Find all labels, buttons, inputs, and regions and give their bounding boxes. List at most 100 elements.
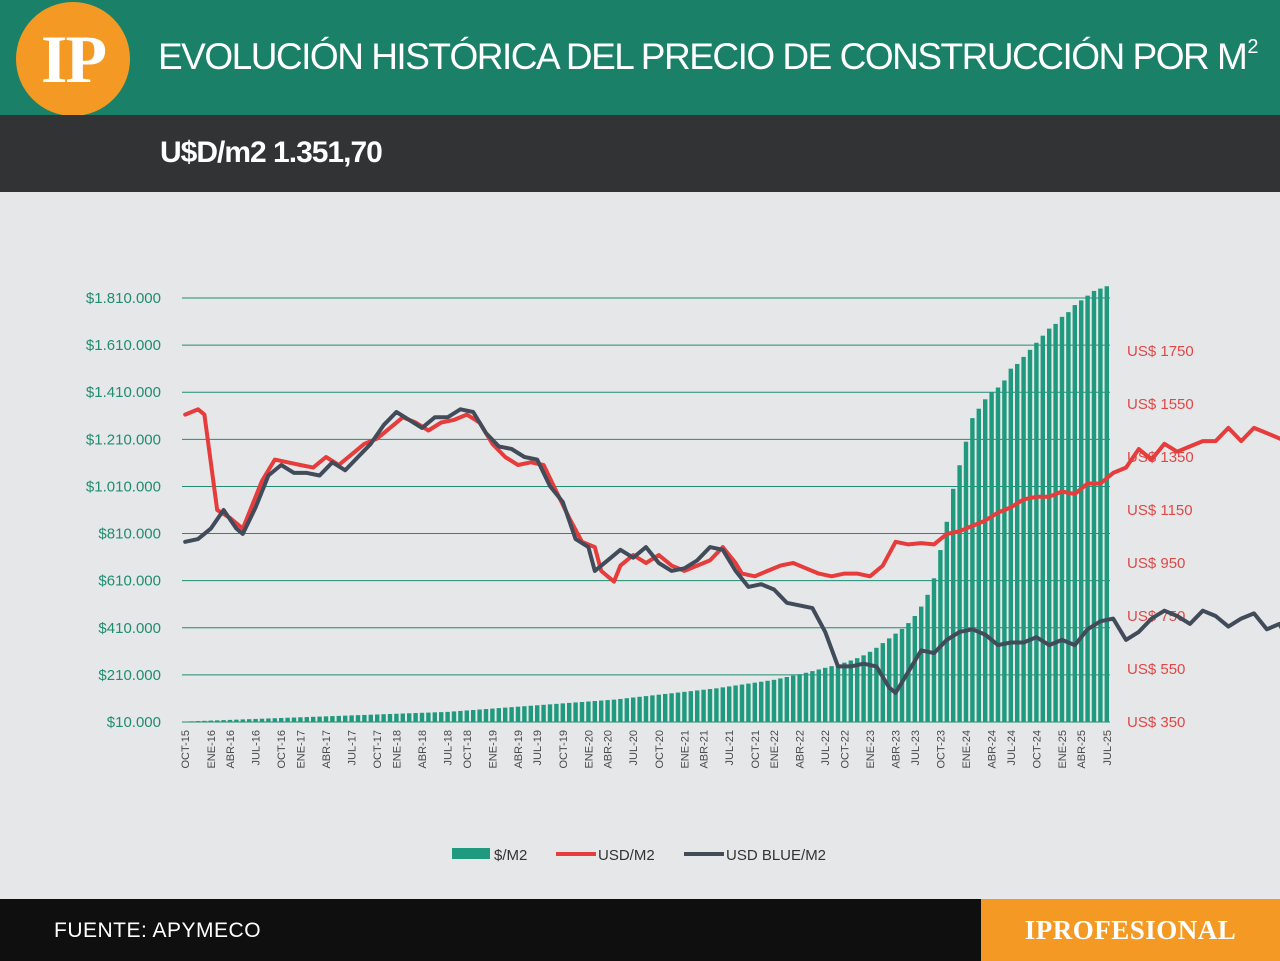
bar — [573, 702, 578, 722]
bar — [720, 687, 725, 722]
x-tick-label: OCT-15 — [180, 730, 192, 769]
bar — [227, 719, 233, 722]
left-tick-label: $1.410.000 — [86, 384, 161, 401]
iprofesional-brand: IPROFESIONAL — [981, 899, 1280, 961]
x-tick-label: OCT-24 — [1031, 730, 1043, 769]
footer-bar: FUENTE: APYMECO IPROFESIONAL — [0, 899, 1280, 961]
x-tick-label: ABR-19 — [513, 730, 525, 769]
bar — [266, 718, 271, 722]
bar — [400, 713, 405, 722]
bar — [784, 677, 789, 722]
bar — [912, 616, 917, 722]
bar — [1098, 288, 1103, 722]
bar — [215, 720, 220, 722]
bar — [477, 709, 482, 722]
bar — [560, 703, 565, 722]
x-tick-label: ENE-20 — [583, 730, 595, 769]
right-tick-label: US$ 1150 — [1127, 502, 1193, 519]
bar — [669, 693, 674, 722]
source-label: FUENTE: APYMECO — [54, 919, 262, 942]
bar — [963, 441, 969, 722]
bar — [848, 660, 853, 722]
x-tick-label: JUL-25 — [1102, 730, 1114, 765]
left-tick-label: $210.000 — [98, 667, 161, 684]
x-tick-label: JUL-17 — [347, 730, 359, 765]
ip-logo: IP — [16, 2, 130, 116]
right-tick-label: US$ 350 — [1127, 714, 1185, 731]
bar — [368, 714, 373, 722]
bar — [823, 667, 828, 722]
legend: $/M2 USD/M2 USD BLUE/M2 — [452, 847, 826, 864]
bar — [1066, 312, 1071, 722]
right-tick-label: US$ 950 — [1127, 555, 1185, 572]
bar — [944, 521, 949, 722]
legend-label: USD BLUE/M2 — [726, 847, 826, 864]
x-tick-label: ABR-18 — [417, 730, 429, 769]
bar — [451, 711, 457, 722]
x-tick-label: ABR-22 — [795, 730, 807, 769]
bar — [221, 720, 226, 722]
bar — [983, 399, 988, 722]
page-title: EVOLUCIÓN HISTÓRICA DEL PRECIO DE CONSTR… — [158, 36, 1258, 77]
x-tick-label: JUL-16 — [251, 730, 263, 765]
left-tick-label: $610.000 — [98, 573, 161, 590]
bar — [771, 679, 777, 722]
left-tick-label: $810.000 — [98, 526, 161, 543]
bar — [701, 689, 706, 722]
bar — [810, 671, 815, 722]
x-tick-label: ABR-23 — [891, 730, 903, 769]
bar — [1015, 363, 1020, 722]
bar — [554, 703, 559, 722]
usd-blue-line — [183, 407, 1280, 695]
usd-line — [183, 407, 1280, 584]
bar — [336, 715, 341, 722]
bar — [343, 715, 348, 722]
bar — [592, 701, 597, 722]
bar — [887, 638, 892, 722]
bar — [1034, 342, 1039, 722]
bar — [432, 712, 437, 722]
x-tick-label: ABR-24 — [987, 730, 999, 769]
bar — [1059, 316, 1065, 722]
x-tick-label: ENE-19 — [487, 730, 499, 769]
bar — [285, 717, 290, 722]
bar — [291, 717, 297, 722]
bar — [611, 699, 617, 722]
bar — [323, 716, 329, 722]
bar — [330, 716, 335, 722]
bar — [375, 714, 380, 722]
right-tick-label: US$ 550 — [1127, 661, 1185, 678]
x-tick-label: ABR-20 — [603, 730, 615, 769]
x-tick-label: ENE-21 — [679, 730, 691, 769]
bar — [1072, 305, 1077, 722]
x-tick-label: OCT-19 — [558, 730, 570, 769]
bar — [1053, 323, 1058, 722]
bar — [541, 704, 546, 722]
bar — [970, 418, 975, 722]
right-tick-label: US$ 1750 — [1127, 343, 1194, 360]
left-tick-label: $10.000 — [107, 714, 161, 731]
x-tick-label: OCT-17 — [372, 730, 384, 769]
x-tick-label: ABR-25 — [1076, 730, 1088, 769]
x-tick-label: JUL-23 — [910, 730, 922, 765]
left-tick-label: $1.210.000 — [86, 431, 161, 448]
bar — [995, 387, 1001, 722]
x-tick-label: JUL-22 — [820, 730, 832, 765]
bar — [688, 691, 693, 722]
bar — [1040, 335, 1045, 722]
bar — [803, 672, 809, 722]
bar — [675, 692, 681, 722]
bar — [567, 702, 572, 722]
bar — [464, 710, 469, 722]
bar — [1002, 380, 1007, 722]
x-tick-label: OCT-21 — [750, 730, 762, 769]
x-tick-label: OCT-20 — [654, 730, 666, 769]
bar — [733, 685, 738, 722]
bar — [938, 550, 943, 722]
bar — [304, 717, 309, 722]
left-tick-label: $1.010.000 — [86, 478, 161, 495]
bar — [362, 714, 367, 722]
bar — [259, 718, 265, 722]
bar — [714, 688, 719, 722]
bar — [707, 689, 713, 722]
